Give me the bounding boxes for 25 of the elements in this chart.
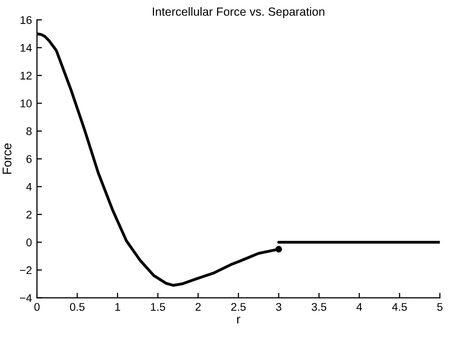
y-axis-title: Force (2, 143, 12, 174)
x-tick-label: 4.5 (392, 303, 407, 311)
x-axis-title: r (237, 316, 240, 324)
x-tick-label: 0.5 (70, 302, 85, 311)
x-tick-label: 0 (34, 302, 40, 311)
y-tick-label: −4 (20, 294, 32, 302)
y-tick-label: 8 (26, 127, 32, 136)
y-tick-label: 12 (20, 72, 32, 80)
y-tick-label: 6 (26, 155, 32, 163)
x-tick-label: 1.5 (150, 303, 166, 311)
x-tick-label: 3.5 (312, 302, 326, 311)
y-tick-label: 2 (26, 210, 32, 218)
x-tick-label: 4 (356, 303, 362, 311)
y-tick-label: −2 (20, 266, 32, 274)
x-tick-label: 5 (437, 303, 442, 311)
y-tick-label: 4 (26, 183, 32, 191)
y-tick-label: 10 (20, 100, 32, 108)
x-tick-label: 1 (115, 303, 120, 311)
x-tick-label: 2 (196, 302, 201, 311)
chart-title: Intercellular Force vs. Separation (152, 7, 324, 18)
x-tick-label: 2.5 (231, 302, 246, 311)
y-tick-label: 14 (20, 44, 32, 52)
x-tick-label: 3 (276, 302, 282, 311)
y-tick-label: 0 (26, 238, 32, 246)
y-tick-label: 16 (20, 16, 32, 24)
